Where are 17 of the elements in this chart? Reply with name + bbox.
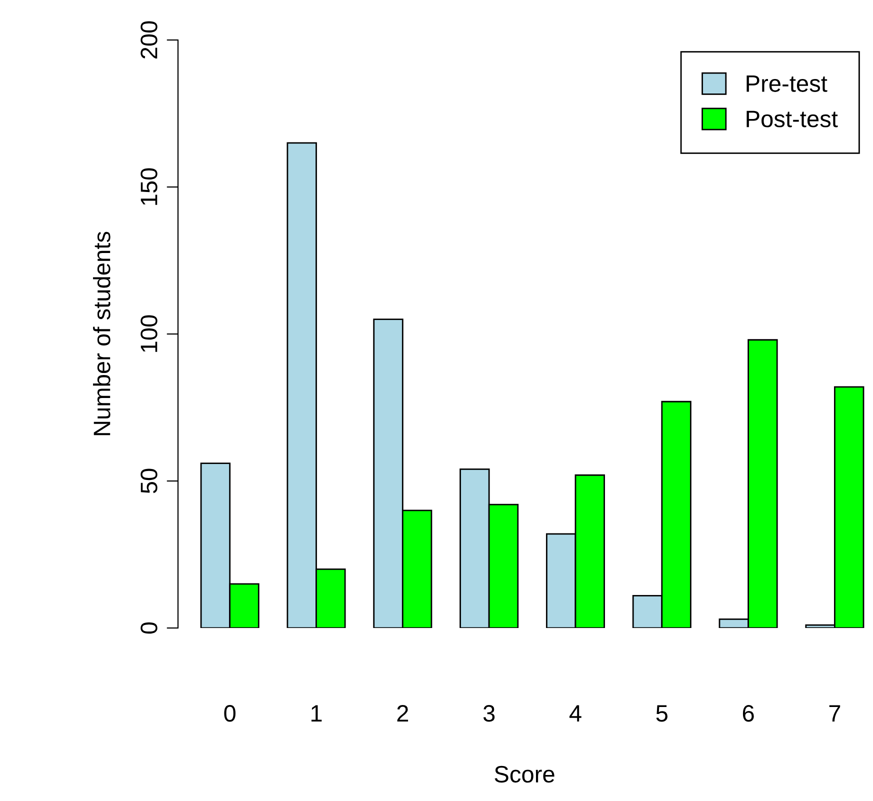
y-tick-label: 50: [140, 468, 158, 494]
y-tick-label: 150: [140, 168, 158, 205]
legend-label: Pre-test: [746, 75, 828, 92]
x-tick-label: 7: [829, 705, 840, 722]
x-axis-title: Score: [494, 766, 554, 783]
legend-label: Post-test: [746, 110, 838, 128]
y-axis-title: Number of students: [93, 232, 110, 436]
x-tick-label: 5: [656, 705, 668, 722]
x-tick-label: 1: [311, 705, 322, 722]
x-tick-label: 4: [569, 705, 582, 722]
y-tick-label: 100: [140, 315, 158, 352]
x-tick-label: 6: [742, 705, 754, 722]
y-tick-label: 200: [140, 21, 158, 59]
x-tick-label: 0: [224, 705, 236, 722]
x-tick-label: 2: [397, 705, 408, 722]
x-tick-label: 3: [483, 705, 495, 722]
y-tick-label: 0: [140, 622, 158, 634]
